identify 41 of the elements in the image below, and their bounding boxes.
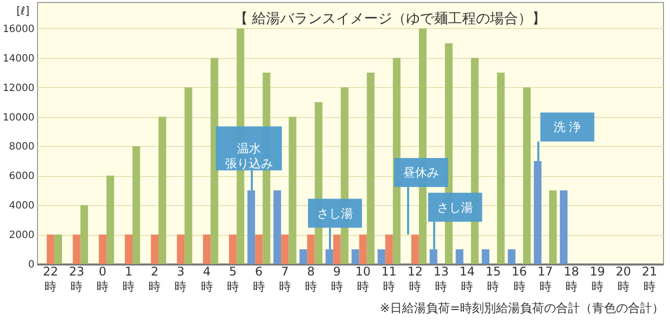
- x-tick-label: 13時: [434, 264, 449, 294]
- y-tick-label: 0: [28, 260, 34, 270]
- x-tick-label: 2時: [148, 264, 161, 294]
- x-tick-label: 7時: [278, 264, 291, 294]
- text: ※日給湯負荷=時刻別給湯負荷の合計（青色の合計）: [380, 300, 664, 317]
- x-tick-label: 18時: [564, 264, 579, 294]
- x-tick-label: 5時: [226, 264, 239, 294]
- annotation: 温水張り込み: [224, 141, 273, 170]
- x-tick-label: 20時: [616, 264, 632, 294]
- x-tick-label: 14時: [460, 264, 475, 294]
- annotation: さし湯: [437, 200, 474, 214]
- y-tick-label: 6000: [9, 171, 34, 182]
- y-tick-label: 2000: [9, 230, 34, 242]
- annotation: さし湯: [316, 206, 353, 220]
- x-tick-label: 21時: [642, 264, 658, 294]
- x-tick-label: 11時: [381, 264, 397, 294]
- y-tick-label: 12000: [2, 82, 34, 94]
- y-tick-label: 4000: [9, 200, 34, 212]
- x-tick-label: 23時: [68, 264, 84, 294]
- x-tick-label: 0時: [96, 264, 109, 294]
- y-axis-title: [ℓ]: [16, 4, 30, 18]
- y-tick-label: 8000: [9, 142, 34, 153]
- x-tick-label: 15時: [486, 264, 501, 294]
- x-tick-label: 19時: [590, 264, 606, 294]
- x-tick-label: 17時: [538, 264, 553, 294]
- x-tick-label: 1時: [122, 264, 135, 294]
- text: 【 給湯バランスイメージ（ゆで麺工程の場合）】: [234, 11, 546, 27]
- x-tick-label: 22時: [42, 264, 58, 294]
- annotation: 昼休み: [403, 166, 440, 180]
- x-tick-label: 6時: [252, 264, 265, 294]
- x-tick-label: 12時: [407, 264, 423, 294]
- x-tick-label: 16時: [512, 264, 527, 294]
- x-tick-label: 4時: [200, 264, 213, 294]
- y-tick-label: 10000: [2, 112, 34, 124]
- annotation: 洗 浄: [553, 120, 582, 134]
- y-tick-label: 14000: [2, 53, 34, 64]
- y-tick-label: 16000: [2, 24, 34, 35]
- x-tick-label: 8時: [304, 264, 317, 294]
- x-tick-label: 10時: [355, 264, 371, 294]
- x-tick-label: 3時: [174, 264, 187, 294]
- x-tick-label: 9時: [330, 264, 343, 294]
